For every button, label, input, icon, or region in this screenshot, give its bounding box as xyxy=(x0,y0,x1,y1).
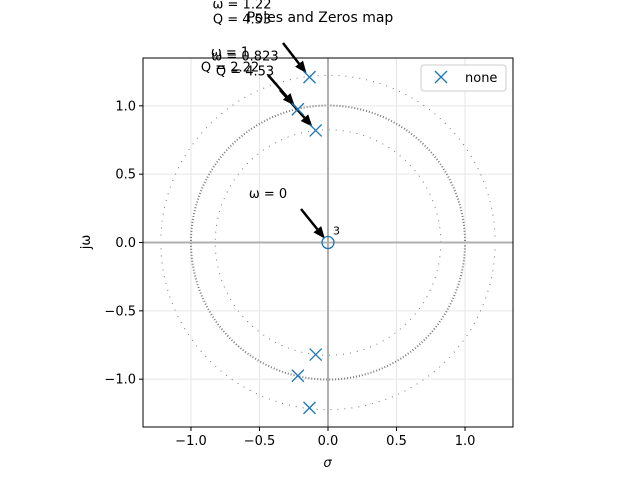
y-tick-label: 1.0 xyxy=(115,99,136,114)
y-axis-label: jω xyxy=(79,235,94,251)
legend-x-marker xyxy=(434,70,448,84)
annotation-text: ω = 0 xyxy=(249,187,287,202)
annotation-text: Q = 2.22 xyxy=(201,61,259,76)
annotation-text: ω = 1.22 xyxy=(213,0,272,13)
y-tick-label: −0.5 xyxy=(104,304,136,319)
legend-box xyxy=(420,64,507,92)
pole-markers: 3 xyxy=(291,70,340,415)
pole-marker xyxy=(291,102,305,116)
x-axis-label: σ xyxy=(323,456,332,471)
pole-marker xyxy=(309,123,323,137)
marker-stroke xyxy=(303,401,316,415)
x-tick-label: 1.0 xyxy=(455,434,476,449)
chart-title: Poles and Zeros map xyxy=(247,10,394,26)
annotation-text: ω = 0.823 xyxy=(211,50,278,65)
annotation: ω = 1.22Q = 4.53 xyxy=(213,0,307,74)
legend-label: none xyxy=(465,71,497,86)
axis-ticks: −1.0 −0.5 0.0 0.5 1.0 −1.0 −0.5 0.0 0.5 1.0 xyxy=(104,99,475,449)
annotation-text: Q = 4.53 xyxy=(213,13,271,28)
y-tick-label: 0.0 xyxy=(115,236,136,251)
x-tick-label: 0.5 xyxy=(386,434,407,449)
annotation-text: ω = 1 xyxy=(211,46,249,61)
annotation-text: Q = 4.53 xyxy=(216,65,274,80)
y-tick-label: 0.5 xyxy=(115,168,136,183)
marker-stroke xyxy=(434,70,448,84)
zero-axes xyxy=(143,58,513,427)
annotation-arrow-head xyxy=(313,226,325,239)
annotation-arrow-shaft xyxy=(300,208,319,231)
pole-marker xyxy=(303,70,316,84)
y-tick-label: −1.0 xyxy=(104,373,136,388)
legend: none xyxy=(420,64,507,92)
marker-stroke xyxy=(291,102,305,116)
annotations: ω = 1.22Q = 4.53ω = 1Q = 2.22ω = 0.823Q … xyxy=(201,0,325,239)
x-tick-label: −0.5 xyxy=(244,434,276,449)
marker-stroke xyxy=(303,70,316,84)
annotation: ω = 0 xyxy=(249,187,325,239)
legend-marker-x xyxy=(434,70,448,84)
annotation-arrow-shaft xyxy=(282,42,301,65)
pole-marker xyxy=(291,369,305,383)
annotation-arrow-head xyxy=(300,114,313,127)
marker-stroke xyxy=(309,123,323,137)
pole-marker xyxy=(303,401,316,415)
marker-stroke xyxy=(291,369,305,383)
zero-marker xyxy=(321,235,335,250)
annotation-arrow-head xyxy=(295,60,307,74)
pole-marker xyxy=(309,348,323,362)
marker-stroke xyxy=(309,348,323,362)
x-tick-label: 0.0 xyxy=(318,434,339,449)
x-tick-label: −1.0 xyxy=(175,434,207,449)
zero-multiplicity-label: 3 xyxy=(333,225,340,238)
